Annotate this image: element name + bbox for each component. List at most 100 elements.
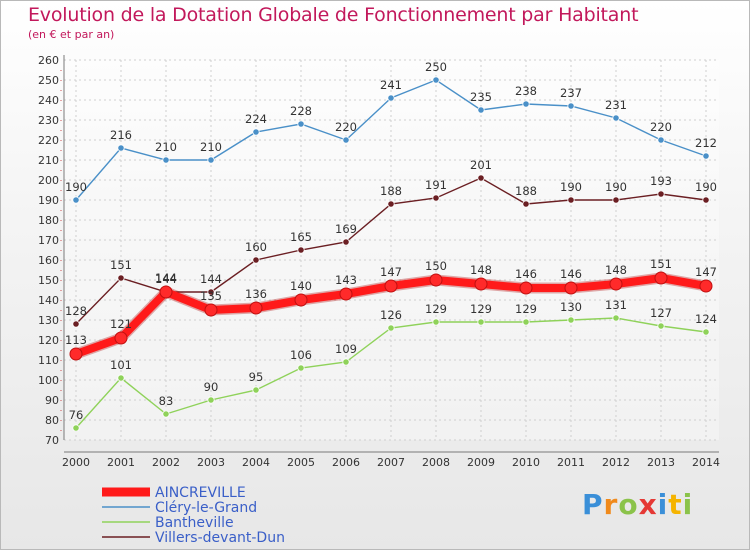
data-point [477,318,485,326]
data-point [117,374,125,382]
data-label: 136 [245,287,267,301]
y-tick-label: 230 [38,114,59,127]
x-tick-label: 2000 [62,456,90,469]
data-label: 121 [110,317,132,331]
data-label: 160 [245,240,267,254]
x-tick-label: 2011 [557,456,585,469]
data-point [207,288,215,296]
data-point [432,194,440,202]
data-point [612,196,620,204]
data-point [252,386,260,394]
data-point [339,287,353,301]
data-point [114,331,128,345]
x-tick-label: 2003 [197,456,225,469]
x-tick-label: 2002 [152,456,180,469]
data-point [342,358,350,366]
data-label: 148 [470,263,492,277]
data-label: 124 [695,312,717,326]
data-point [162,156,170,164]
data-label: 250 [425,60,447,74]
y-tick-label: 70 [45,434,59,447]
logo-letter: i [682,488,694,521]
data-label: 190 [65,180,87,194]
logo-letter: o [618,488,639,521]
data-point [519,281,533,295]
logo-letter: P [582,488,604,521]
y-tick-label: 150 [38,274,59,287]
x-tick-label: 2001 [107,456,135,469]
data-point [657,190,665,198]
data-label: 228 [290,104,312,118]
data-label: 90 [204,380,219,394]
data-label: 135 [200,289,222,303]
data-label: 106 [290,348,312,362]
y-tick-label: 160 [38,254,59,267]
data-point [477,174,485,182]
data-point [249,301,263,315]
data-label: 210 [200,140,222,154]
data-label: 148 [605,263,627,277]
data-point [387,94,395,102]
data-point [159,285,173,299]
y-tick-label: 210 [38,154,59,167]
logo-letter: x [638,488,658,521]
data-label: 146 [560,267,582,281]
data-label: 129 [470,302,492,316]
data-label: 188 [380,184,402,198]
data-point [342,238,350,246]
data-label: 220 [650,120,672,134]
x-tick-label: 2008 [422,456,450,469]
data-point [207,396,215,404]
data-label: 190 [560,180,582,194]
data-label: 241 [380,78,402,92]
y-tick-label: 100 [38,374,59,387]
data-point [252,128,260,136]
data-point [522,100,530,108]
data-label: 212 [695,136,717,150]
data-label: 165 [290,230,312,244]
data-point [207,156,215,164]
data-point [432,318,440,326]
data-point [567,102,575,110]
data-point [612,114,620,122]
proxiti-logo: Proxiti [582,488,693,521]
data-point [117,144,125,152]
data-label: 95 [249,370,264,384]
data-label: 150 [425,259,447,273]
data-label: 216 [110,128,132,142]
data-point [342,136,350,144]
data-point [474,277,488,291]
data-label: 109 [335,342,357,356]
data-point [657,136,665,144]
y-tick-label: 90 [45,394,59,407]
y-tick-label: 180 [38,214,59,227]
data-label: 188 [515,184,537,198]
data-label: 146 [515,267,537,281]
data-label: 190 [605,180,627,194]
data-point [204,303,218,317]
x-tick-label: 2013 [647,456,675,469]
series-clery: 190 216 210 210 224 228 220 241 250 235 238 237 231 2… [65,60,717,204]
legend-label: Cléry-le-Grand [155,500,257,516]
data-label: 231 [605,98,627,112]
data-label: 238 [515,84,537,98]
x-tick-label: 2010 [512,456,540,469]
data-label: 210 [155,140,177,154]
x-tick-label: 2014 [692,456,720,469]
y-tick-label: 250 [38,74,59,87]
data-label: 128 [65,304,87,318]
data-label: 129 [515,302,537,316]
legend-label: Villers-devant-Dun [155,530,285,546]
y-tick-label: 200 [38,174,59,187]
y-tick-label: 110 [38,354,59,367]
data-label: 193 [650,174,672,188]
data-label: 144 [200,272,222,286]
data-label: 151 [110,258,132,272]
data-point [702,196,710,204]
logo-letter: t [668,488,683,521]
data-point [162,410,170,418]
data-label: 113 [65,333,87,347]
y-tick-label: 260 [38,54,59,67]
